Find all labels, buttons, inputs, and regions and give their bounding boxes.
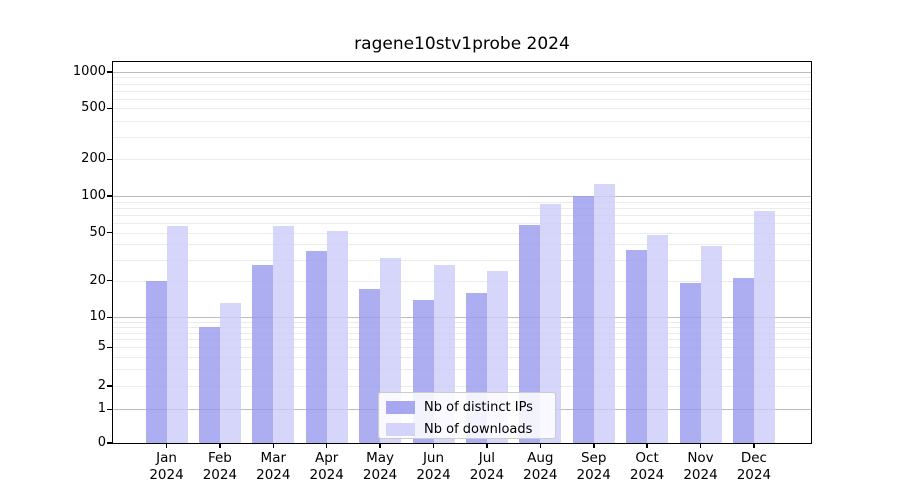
- x-tick-mark-jun: [433, 444, 435, 448]
- gridline-y-90: [113, 202, 811, 203]
- x-tick-mark-feb: [219, 444, 221, 448]
- bar-downloads-feb: [220, 303, 241, 443]
- y-tick-mark-200: [107, 159, 112, 161]
- gridline-y-700: [113, 91, 811, 92]
- y-tick-label-10: 10: [36, 308, 106, 326]
- y-tick-mark-2: [107, 385, 112, 387]
- gridline-y-200: [113, 159, 811, 160]
- gridline-y-80: [113, 208, 811, 209]
- x-tick-mark-jul: [486, 444, 488, 448]
- legend-swatch-distinct-ips: [386, 401, 415, 414]
- y-tick-label-5: 5: [36, 338, 106, 356]
- x-tick-mark-apr: [326, 444, 328, 448]
- y-tick-label-200: 200: [36, 150, 106, 168]
- y-tick-mark-5: [107, 347, 112, 349]
- gridline-y-900: [113, 77, 811, 78]
- x-tick-mark-mar: [273, 444, 275, 448]
- x-tick-month: Dec: [722, 450, 786, 467]
- gridline-y-100: [113, 196, 811, 197]
- bar-ips-feb: [199, 327, 220, 443]
- y-tick-label-1: 1: [36, 400, 106, 418]
- y-tick-label-2: 2: [36, 377, 106, 395]
- bar-ips-oct: [626, 250, 647, 443]
- legend: Nb of distinct IPs Nb of downloads: [378, 392, 556, 439]
- bar-ips-nov: [680, 283, 701, 443]
- gridline-y-60: [113, 223, 811, 224]
- bar-ips-may: [359, 289, 380, 443]
- bar-ips-apr: [306, 251, 327, 443]
- bar-downloads-apr: [327, 231, 348, 443]
- x-tick-mark-sep: [593, 444, 595, 448]
- plot-area: [113, 62, 811, 443]
- x-tick-mark-nov: [700, 444, 702, 448]
- legend-label-downloads: Nb of downloads: [424, 422, 532, 437]
- x-tick-mark-aug: [540, 444, 542, 448]
- bar-ips-jan: [146, 281, 167, 443]
- legend-row-distinct-ips: Nb of distinct IPs: [386, 398, 555, 417]
- gridline-y-70: [113, 215, 811, 216]
- bar-ips-mar: [252, 265, 273, 443]
- legend-swatch-downloads: [386, 423, 415, 436]
- x-tick-label-dec: Dec2024: [722, 450, 786, 484]
- y-tick-label-0: 0: [36, 434, 106, 452]
- y-tick-label-20: 20: [36, 272, 106, 290]
- y-tick-mark-0: [107, 442, 112, 444]
- y-tick-mark-20: [107, 280, 112, 282]
- legend-row-downloads: Nb of downloads: [386, 420, 555, 439]
- gridline-y-800: [113, 84, 811, 85]
- y-tick-mark-1: [107, 409, 112, 411]
- y-tick-mark-500: [107, 108, 112, 110]
- bar-ips-sep: [573, 196, 594, 443]
- x-tick-mark-may: [379, 444, 381, 448]
- bar-downloads-jan: [167, 226, 188, 443]
- gridline-y-500: [113, 108, 811, 109]
- gridline-y-300: [113, 137, 811, 138]
- y-tick-label-50: 50: [36, 224, 106, 242]
- y-tick-mark-100: [107, 195, 112, 197]
- bar-ips-dec: [733, 278, 754, 443]
- bar-downloads-sep: [594, 184, 615, 443]
- gridline-y-400: [113, 121, 811, 122]
- bar-downloads-nov: [701, 246, 722, 443]
- x-tick-mark-oct: [646, 444, 648, 448]
- x-tick-mark-dec: [753, 444, 755, 448]
- gridline-y-1000: [113, 72, 811, 73]
- bar-downloads-oct: [647, 235, 668, 443]
- y-tick-mark-50: [107, 232, 112, 234]
- y-tick-label-500: 500: [36, 99, 106, 117]
- x-tick-mark-jan: [166, 444, 168, 448]
- gridline-y-50: [113, 233, 811, 234]
- legend-label-distinct-ips: Nb of distinct IPs: [424, 400, 533, 415]
- y-tick-mark-1000: [107, 71, 112, 73]
- x-tick-year: 2024: [722, 467, 786, 484]
- gridline-y-600: [113, 99, 811, 100]
- y-tick-label-100: 100: [36, 187, 106, 205]
- chart-title: ragene10stv1probe 2024: [113, 34, 811, 54]
- bar-downloads-dec: [754, 211, 775, 443]
- bar-chart: ragene10stv1probe 2024 0 1 2 5 10 20 50 100 200 5…: [0, 0, 900, 500]
- y-tick-mark-10: [107, 317, 112, 319]
- y-tick-label-1000: 1000: [36, 63, 106, 81]
- bar-downloads-mar: [273, 226, 294, 443]
